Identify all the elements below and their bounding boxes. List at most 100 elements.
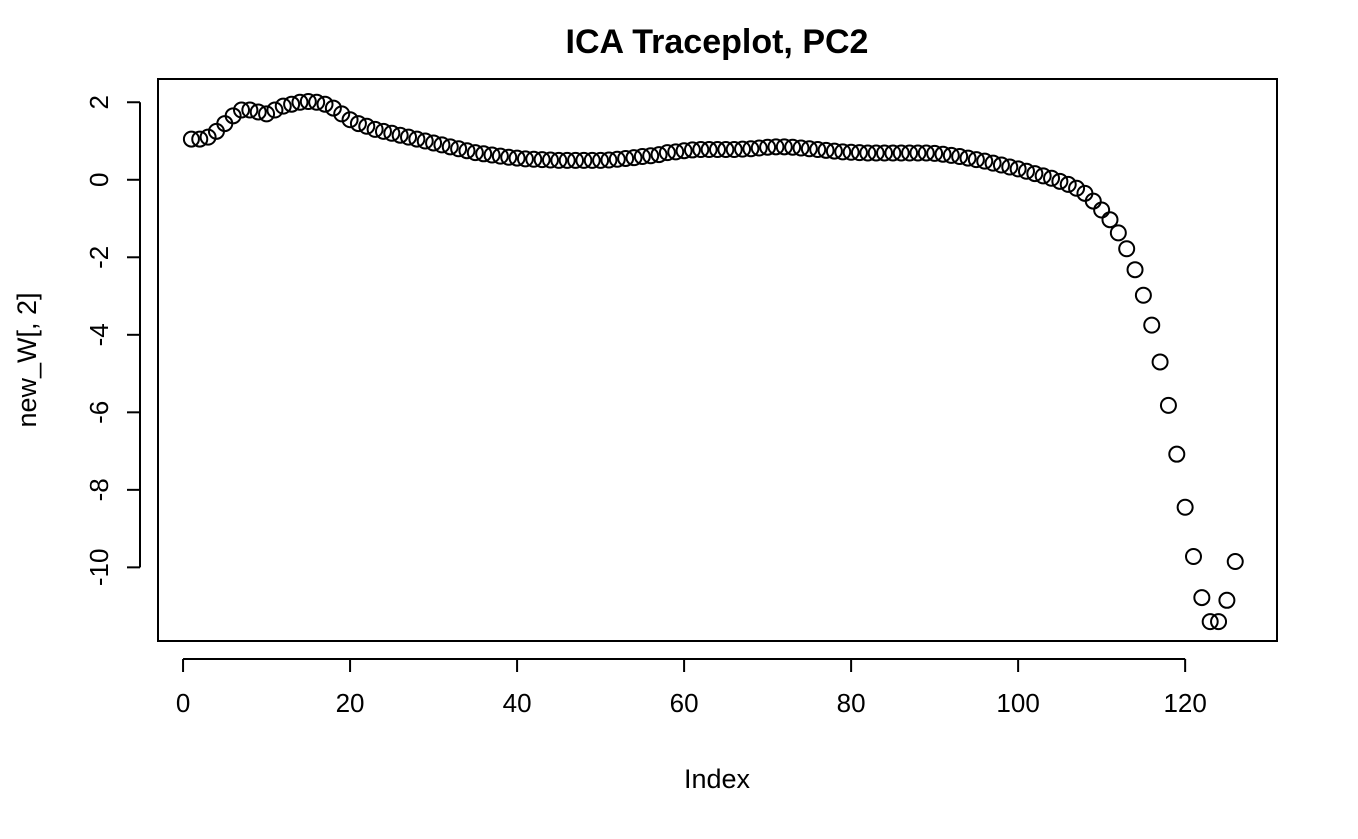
data-point [358,117,376,135]
data-point [1134,286,1152,304]
data-point [967,151,985,169]
data-point [1068,179,1086,197]
data-point [1001,158,1019,176]
y-axis: 2 0 -2 -4 -6 -8 -10 [84,95,141,587]
data-point [1226,553,1244,571]
data-point [800,140,818,158]
data-point [483,146,501,164]
data-point [942,146,960,164]
x-axis-label: Index [684,764,751,794]
data-point [241,101,259,119]
data-point [550,151,568,169]
data-point [299,92,317,110]
data-point [1168,445,1186,463]
data-point [274,97,292,115]
data-point [374,122,392,140]
data-point [425,134,443,152]
data-point [1218,591,1236,609]
y-tick-label: -8 [84,478,114,501]
data-point [633,148,651,166]
data-point [767,138,785,156]
data-point [817,141,835,159]
data-point [1210,613,1228,631]
data-point [349,115,367,133]
data-point [742,140,760,158]
data-point [608,150,626,168]
x-tick-label: 60 [670,688,699,718]
data-point [650,146,668,164]
data-point [1043,169,1061,187]
data-point [734,140,752,158]
y-tick-label: -10 [84,549,114,587]
data-point [283,95,301,113]
y-tick-label: -6 [84,401,114,424]
data-point [1051,172,1069,190]
data-point [984,154,1002,172]
data-point [575,151,593,169]
data-point [316,95,334,113]
data-point [191,130,209,148]
data-point [784,138,802,156]
y-tick-label: 2 [84,95,114,109]
data-point [1017,162,1035,180]
data-point [725,141,743,159]
data-point [934,145,952,163]
data-point [1034,167,1052,185]
data-point [1184,548,1202,566]
data-point [1151,353,1169,371]
data-point [466,144,484,162]
data-point [567,151,585,169]
data-point [850,144,868,162]
data-point [692,141,710,159]
x-tick-label: 20 [336,688,365,718]
data-point [1193,589,1211,607]
data-point [1059,175,1077,193]
data-point [333,105,351,123]
data-point [583,151,601,169]
data-point [1143,316,1161,334]
data-point [625,149,643,167]
data-point [383,124,401,142]
data-point [759,138,777,156]
data-point [709,141,726,159]
data-point [917,144,935,162]
data-point [533,151,551,169]
data-point [224,107,242,125]
data-point [341,111,359,129]
data-point [233,101,251,119]
data-point [458,142,476,160]
data-point [775,138,793,156]
data-point [600,151,618,169]
data-point [508,149,526,167]
data-point [491,147,509,165]
data-point [291,93,309,111]
data-point [892,144,910,162]
plot-frame [157,78,1278,642]
data-point [258,105,276,123]
data-point [976,152,994,170]
data-point [1093,201,1111,219]
data-point [182,130,200,148]
data-point [1126,261,1144,279]
x-tick-label: 80 [837,688,866,718]
data-point [1026,165,1044,183]
data-point [825,142,843,160]
data-point [1109,224,1127,242]
data-point [558,151,576,169]
data-point [867,144,885,162]
data-point [500,148,518,166]
y-tick-label: -2 [84,246,114,269]
x-tick-label: 100 [996,688,1039,718]
data-point [675,142,693,160]
data-point [909,144,927,162]
data-point [809,141,827,159]
chart-title: ICA Traceplot, PC2 [566,23,869,61]
data-point [525,150,543,168]
y-tick-label: -4 [84,323,114,346]
data-point [1201,613,1219,631]
x-tick-label: 0 [176,688,190,718]
data-point [959,149,977,167]
y-axis-label: new_W[, 2] [12,292,42,427]
data-point [842,143,860,161]
data-point [1009,160,1027,178]
